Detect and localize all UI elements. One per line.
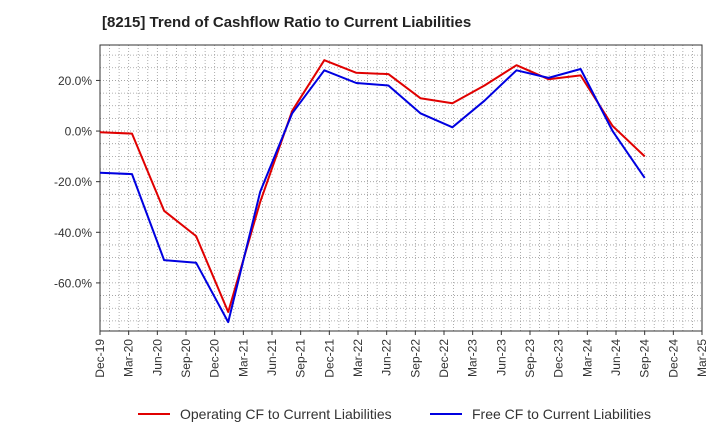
x-tick-label: Sep-22	[408, 339, 422, 378]
x-tick-label: Jun-23	[494, 339, 508, 376]
x-tick-label: Mar-25	[695, 339, 709, 377]
legend-label-operating-cf: Operating CF to Current Liabilities	[180, 406, 392, 422]
legend-item-free-cf: Free CF to Current Liabilities	[430, 404, 651, 424]
x-tick-label: Dec-21	[322, 339, 336, 378]
x-tick-label: Jun-20	[150, 339, 164, 376]
series-line-operating-cf	[99, 59, 646, 313]
x-tick-label: Mar-20	[122, 339, 136, 377]
plot-area-frame	[99, 44, 703, 332]
series-line-free-cf	[99, 68, 646, 324]
legend-label-free-cf: Free CF to Current Liabilities	[472, 406, 651, 422]
x-tick-label: Jun-21	[265, 339, 279, 376]
y-tick-label: 20.0%	[58, 74, 92, 88]
x-tick-label: Dec-20	[208, 339, 222, 378]
x-tick-label: Sep-21	[294, 339, 308, 378]
x-tick-label: Jun-24	[609, 339, 623, 376]
y-tick-label: -60.0%	[54, 276, 92, 290]
x-tick-label: Mar-23	[466, 339, 480, 377]
x-tick-label: Sep-24	[638, 339, 652, 378]
legend-item-operating-cf: Operating CF to Current Liabilities	[138, 404, 392, 424]
x-tick-label: Mar-24	[580, 339, 594, 377]
legend-swatch-operating-cf	[138, 413, 170, 415]
y-tick-label: -20.0%	[54, 175, 92, 189]
legend-swatch-free-cf	[430, 413, 462, 415]
x-tick-label: Jun-22	[380, 339, 394, 376]
x-tick-label: Sep-23	[523, 339, 537, 378]
chart-title: [8215] Trend of Cashflow Ratio to Curren…	[102, 14, 472, 31]
x-tick-label: Sep-20	[179, 339, 193, 378]
x-tick-label: Mar-21	[236, 339, 250, 377]
x-tick-label: Mar-22	[351, 339, 365, 377]
y-tick-label: -40.0%	[54, 226, 92, 240]
x-tick-label: Dec-24	[666, 339, 680, 378]
x-tick-label: Dec-19	[93, 339, 107, 378]
y-tick-label: 0.0%	[65, 125, 93, 139]
x-tick-label: Dec-23	[552, 339, 566, 378]
x-tick-label: Dec-22	[437, 339, 451, 378]
